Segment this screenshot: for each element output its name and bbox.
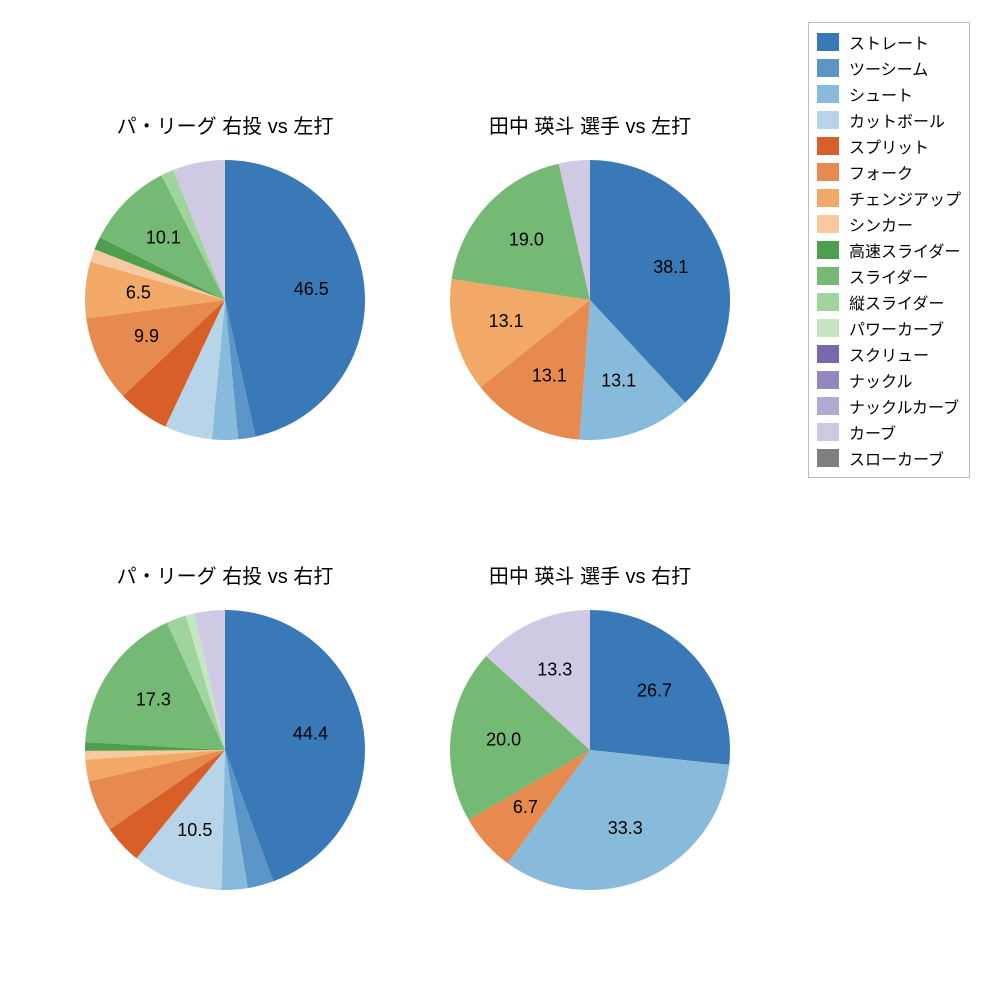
- legend-swatch: [817, 85, 839, 103]
- legend-swatch: [817, 293, 839, 311]
- legend-item: ナックルカーブ: [817, 393, 961, 419]
- legend: ストレートツーシームシュートカットボールスプリットフォークチェンジアップシンカー…: [808, 22, 970, 478]
- legend-item: カーブ: [817, 419, 961, 445]
- legend-item: スローカーブ: [817, 445, 961, 471]
- legend-label: パワーカーブ: [849, 316, 944, 340]
- legend-label: カットボール: [849, 108, 945, 132]
- legend-swatch: [817, 397, 839, 415]
- legend-label: ナックル: [849, 368, 913, 392]
- legend-swatch: [817, 319, 839, 337]
- legend-label: シンカー: [849, 212, 913, 236]
- slice-label: 13.1: [532, 365, 567, 385]
- chart-title: パ・リーグ 右投 vs 左打: [117, 110, 334, 139]
- legend-item: 高速スライダー: [817, 237, 961, 263]
- legend-item: ストレート: [817, 29, 961, 55]
- legend-swatch: [817, 33, 839, 51]
- pie-chart: 26.7 33.3 6.7 20.0 13.3: [448, 608, 732, 892]
- slice-label: 13.1: [601, 371, 636, 391]
- chart-title: パ・リーグ 右投 vs 右打: [117, 560, 334, 589]
- legend-item: シンカー: [817, 211, 961, 237]
- legend-swatch: [817, 137, 839, 155]
- slice-label: 20.0: [486, 729, 521, 749]
- slice-label: 6.5: [126, 282, 151, 302]
- slice-label: 38.1: [653, 257, 688, 277]
- slice-label: 44.4: [293, 724, 328, 744]
- legend-swatch: [817, 423, 839, 441]
- slice-label: 10.1: [146, 228, 181, 248]
- pie-chart: 46.5 9.9 6.5 10.1: [83, 158, 367, 442]
- legend-item: ツーシーム: [817, 55, 961, 81]
- legend-label: カーブ: [849, 420, 896, 444]
- legend-item: スプリット: [817, 133, 961, 159]
- pie-chart: 44.4 10.5 17.3: [83, 608, 367, 892]
- slice-label: 33.3: [608, 818, 643, 838]
- legend-label: スライダー: [849, 264, 928, 288]
- slice-label: 19.0: [509, 230, 544, 250]
- legend-item: チェンジアップ: [817, 185, 961, 211]
- slice-label: 13.3: [537, 659, 572, 679]
- legend-item: 縦スライダー: [817, 289, 961, 315]
- legend-item: スクリュー: [817, 341, 961, 367]
- legend-item: ナックル: [817, 367, 961, 393]
- legend-label: シュート: [849, 82, 913, 106]
- legend-label: ナックルカーブ: [849, 394, 959, 418]
- pie-chart: 38.1 13.1 13.1 13.1 19.0: [448, 158, 732, 442]
- legend-swatch: [817, 345, 839, 363]
- legend-swatch: [817, 241, 839, 259]
- chart-title: 田中 瑛斗 選手 vs 左打: [489, 110, 691, 139]
- legend-label: スクリュー: [849, 342, 929, 366]
- legend-swatch: [817, 267, 839, 285]
- legend-swatch: [817, 215, 839, 233]
- legend-swatch: [817, 111, 839, 129]
- slice-label: 26.7: [637, 681, 672, 701]
- chart-title: 田中 瑛斗 選手 vs 右打: [489, 560, 691, 589]
- slice-label: 10.5: [177, 820, 212, 840]
- legend-item: カットボール: [817, 107, 961, 133]
- legend-swatch: [817, 189, 839, 207]
- legend-label: スローカーブ: [849, 446, 944, 470]
- legend-item: スライダー: [817, 263, 961, 289]
- legend-item: パワーカーブ: [817, 315, 961, 341]
- legend-swatch: [817, 163, 839, 181]
- legend-swatch: [817, 371, 839, 389]
- legend-label: 高速スライダー: [849, 238, 960, 262]
- legend-label: ストレート: [849, 30, 929, 54]
- slice-label: 17.3: [136, 690, 171, 710]
- slice-label: 46.5: [294, 279, 329, 299]
- slice-label: 13.1: [489, 311, 524, 331]
- legend-label: フォーク: [849, 160, 913, 184]
- legend-swatch: [817, 59, 839, 77]
- legend-item: シュート: [817, 81, 961, 107]
- figure-canvas: パ・リーグ 右投 vs 左打 46.5 9.9 6.5 10.1 田中 瑛斗 選手 vs …: [0, 0, 1000, 1000]
- legend-label: チェンジアップ: [849, 186, 961, 210]
- legend-label: スプリット: [849, 134, 929, 158]
- slice-label: 9.9: [134, 326, 159, 346]
- legend-item: フォーク: [817, 159, 961, 185]
- legend-label: ツーシーム: [849, 56, 928, 80]
- slice-label: 6.7: [513, 797, 538, 817]
- legend-label: 縦スライダー: [849, 290, 944, 314]
- legend-swatch: [817, 449, 839, 467]
